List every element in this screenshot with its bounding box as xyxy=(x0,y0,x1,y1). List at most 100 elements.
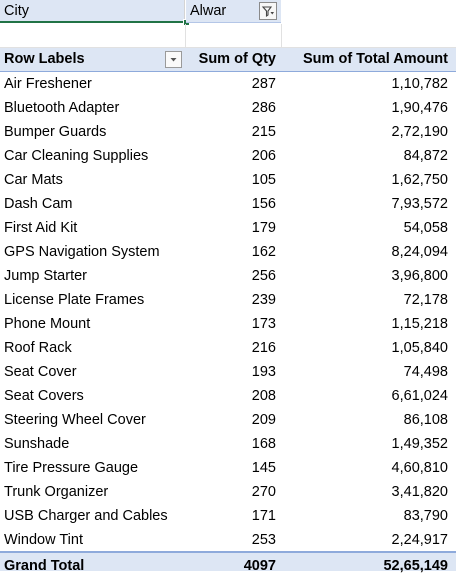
sum-of-qty-header: Sum of Qty xyxy=(198,51,276,67)
row-qty: 171 xyxy=(251,508,276,524)
pivot-row[interactable]: Trunk Organizer 270 3,41,820 xyxy=(0,480,456,504)
row-label: Phone Mount xyxy=(4,316,91,332)
sum-of-total-amount-header: Sum of Total Amount xyxy=(303,51,448,67)
row-label: Tire Pressure Gauge xyxy=(4,460,139,476)
pivot-row[interactable]: Jump Starter 256 3,96,800 xyxy=(0,264,456,288)
pivot-row[interactable]: Sunshade 168 1,49,352 xyxy=(0,432,456,456)
row-qty: 173 xyxy=(251,316,276,332)
filter-funnel-icon[interactable] xyxy=(259,2,277,20)
grand-total-label: Grand Total xyxy=(4,558,85,574)
row-qty: 105 xyxy=(251,172,276,188)
pivot-row[interactable]: Dash Cam 156 7,93,572 xyxy=(0,192,456,216)
grand-total-amount: 52,65,149 xyxy=(383,558,448,574)
report-filter-row: City Alwar xyxy=(0,0,456,26)
row-qty: 270 xyxy=(251,484,276,500)
row-label: License Plate Frames xyxy=(4,292,145,308)
pivot-row[interactable]: Bumper Guards 215 2,72,190 xyxy=(0,120,456,144)
pivot-row[interactable]: Air Freshener 287 1,10,782 xyxy=(0,72,456,96)
pivot-row[interactable]: Roof Rack 216 1,05,840 xyxy=(0,336,456,360)
row-amount: 7,93,572 xyxy=(391,196,448,212)
row-label: Window Tint xyxy=(4,532,83,548)
row-label: Trunk Organizer xyxy=(4,484,109,500)
grand-total-row[interactable]: Grand Total 4097 52,65,149 xyxy=(0,551,456,574)
pivot-row[interactable]: Phone Mount 173 1,15,218 xyxy=(0,312,456,336)
pivot-row[interactable]: Car Cleaning Supplies 206 84,872 xyxy=(0,144,456,168)
row-amount: 1,10,782 xyxy=(391,76,448,92)
pivot-row[interactable]: Car Mats 105 1,62,750 xyxy=(0,168,456,192)
row-qty: 208 xyxy=(251,388,276,404)
filter-selected-value: Alwar xyxy=(190,3,227,19)
row-amount: 72,178 xyxy=(403,292,448,308)
row-label: Sunshade xyxy=(4,436,70,452)
row-amount: 54,058 xyxy=(403,220,448,236)
row-amount: 1,05,840 xyxy=(391,340,448,356)
row-qty: 215 xyxy=(251,124,276,140)
row-amount: 1,90,476 xyxy=(391,100,448,116)
pivot-row[interactable]: Window Tint 253 2,24,917 xyxy=(0,528,456,552)
row-qty: 216 xyxy=(251,340,276,356)
row-amount: 6,61,024 xyxy=(391,388,448,404)
row-amount: 83,790 xyxy=(403,508,448,524)
row-label: Jump Starter xyxy=(4,268,87,284)
row-amount: 74,498 xyxy=(403,364,448,380)
row-qty: 179 xyxy=(251,220,276,236)
row-label: Steering Wheel Cover xyxy=(4,412,146,428)
row-label: Bluetooth Adapter xyxy=(4,100,120,116)
pivot-row[interactable]: License Plate Frames 239 72,178 xyxy=(0,288,456,312)
row-amount: 8,24,094 xyxy=(391,244,448,260)
row-amount: 2,24,917 xyxy=(391,532,448,548)
row-qty: 162 xyxy=(251,244,276,260)
filter-field-cell[interactable]: City xyxy=(0,0,185,23)
pivot-row[interactable]: Seat Cover 193 74,498 xyxy=(0,360,456,384)
row-amount: 86,108 xyxy=(403,412,448,428)
row-amount: 1,15,218 xyxy=(391,316,448,332)
active-cell-border xyxy=(0,21,186,23)
row-label: Air Freshener xyxy=(4,76,92,92)
row-amount: 3,96,800 xyxy=(391,268,448,284)
row-qty: 256 xyxy=(251,268,276,284)
gridline xyxy=(185,24,186,48)
pivot-row[interactable]: First Aid Kit 179 54,058 xyxy=(0,216,456,240)
row-amount: 4,60,810 xyxy=(391,460,448,476)
row-qty: 287 xyxy=(251,76,276,92)
chevron-down-icon[interactable] xyxy=(165,51,182,68)
row-qty: 239 xyxy=(251,292,276,308)
row-qty: 209 xyxy=(251,412,276,428)
row-label: Dash Cam xyxy=(4,196,73,212)
pivot-header-row: Row Labels Sum of Qty Sum of Total Amoun… xyxy=(0,48,456,72)
row-amount: 84,872 xyxy=(403,148,448,164)
pivot-row[interactable]: Bluetooth Adapter 286 1,90,476 xyxy=(0,96,456,120)
row-label: GPS Navigation System xyxy=(4,244,160,260)
row-qty: 253 xyxy=(251,532,276,548)
gridline xyxy=(281,24,282,48)
filter-value-cell[interactable]: Alwar xyxy=(186,0,281,23)
row-qty: 168 xyxy=(251,436,276,452)
row-label: Seat Cover xyxy=(4,364,77,380)
grand-total-qty: 4097 xyxy=(243,558,276,574)
pivot-body: Air Freshener 287 1,10,782 Bluetooth Adapte… xyxy=(0,72,456,552)
row-label: Bumper Guards xyxy=(4,124,107,140)
row-label: Roof Rack xyxy=(4,340,72,356)
row-qty: 156 xyxy=(251,196,276,212)
row-qty: 286 xyxy=(251,100,276,116)
pivot-row[interactable]: USB Charger and Cables 171 83,790 xyxy=(0,504,456,528)
row-labels-header: Row Labels xyxy=(4,51,85,67)
row-amount: 2,72,190 xyxy=(391,124,448,140)
row-qty: 193 xyxy=(251,364,276,380)
row-label: First Aid Kit xyxy=(4,220,78,236)
row-label: Car Mats xyxy=(4,172,63,188)
pivot-row[interactable]: Tire Pressure Gauge 145 4,60,810 xyxy=(0,456,456,480)
filter-field-label: City xyxy=(4,3,29,19)
pivot-row[interactable]: GPS Navigation System 162 8,24,094 xyxy=(0,240,456,264)
row-label: USB Charger and Cables xyxy=(4,508,168,524)
row-amount: 1,62,750 xyxy=(391,172,448,188)
row-label: Car Cleaning Supplies xyxy=(4,148,149,164)
gridline xyxy=(0,47,456,48)
pivot-row[interactable]: Seat Covers 208 6,61,024 xyxy=(0,384,456,408)
row-amount: 1,49,352 xyxy=(391,436,448,452)
pivot-row[interactable]: Steering Wheel Cover 209 86,108 xyxy=(0,408,456,432)
row-qty: 145 xyxy=(251,460,276,476)
row-amount: 3,41,820 xyxy=(391,484,448,500)
row-qty: 206 xyxy=(251,148,276,164)
